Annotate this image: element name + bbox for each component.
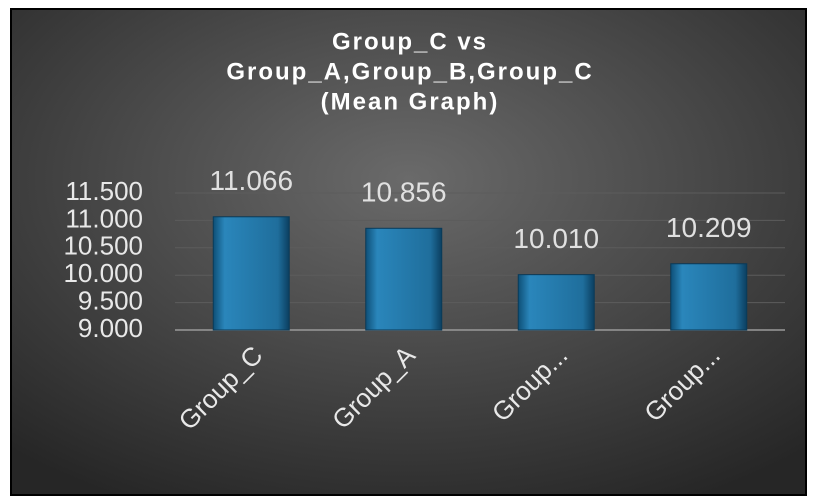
bar xyxy=(212,216,290,331)
bar xyxy=(517,274,595,331)
y-tick-label: 10.000 xyxy=(63,258,143,288)
chart-title: (Mean Graph) xyxy=(321,88,500,115)
y-tick-label: 9.000 xyxy=(78,313,143,343)
y-tick-label: 10.500 xyxy=(63,231,143,261)
y-tick-label: 9.500 xyxy=(78,285,143,315)
y-tick-label: 11.000 xyxy=(65,203,143,233)
value-label: 10.209 xyxy=(666,212,752,243)
y-tick-label: 11.500 xyxy=(65,176,143,206)
value-label: 10.010 xyxy=(513,223,599,254)
bar xyxy=(670,263,748,331)
bar xyxy=(365,227,443,331)
chart-title: Group_C vs xyxy=(332,28,488,55)
value-label: 11.066 xyxy=(209,165,293,196)
chart-title: Group_A,Group_B,Group_C xyxy=(226,58,593,85)
value-label: 10.856 xyxy=(361,177,447,208)
